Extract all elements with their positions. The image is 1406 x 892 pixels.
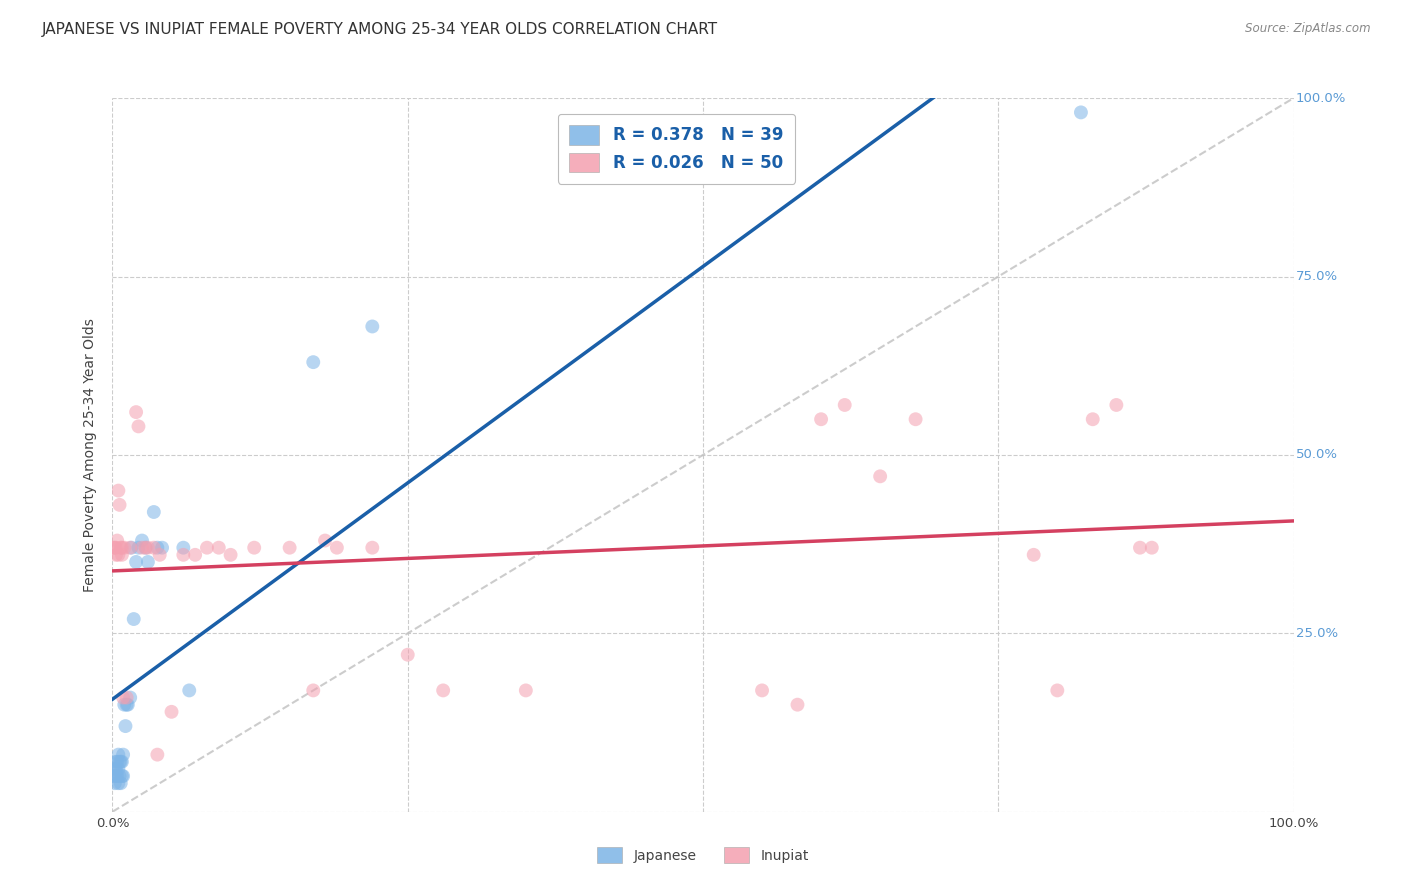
Point (361, 319, 384, 334)
Point (127, 541, 149, 555)
Point (112, 541, 135, 555)
Point (131, 533, 153, 548)
Point (786, 698, 808, 712)
Point (142, 505, 165, 519)
Point (112, 698, 135, 712)
Point (208, 541, 231, 555)
Point (105, 548, 128, 562)
Point (108, 755, 131, 769)
Point (104, 541, 127, 555)
Point (105, 769, 128, 783)
Point (111, 541, 134, 555)
Point (107, 483, 129, 498)
Point (751, 683, 773, 698)
Point (122, 612, 145, 626)
Point (396, 648, 419, 662)
Point (810, 412, 832, 426)
Point (160, 705, 183, 719)
Point (146, 541, 169, 555)
Point (120, 541, 142, 555)
Point (111, 548, 134, 562)
Text: 100.0%: 100.0% (1296, 92, 1347, 104)
Point (1070, 105, 1092, 120)
Point (105, 533, 128, 548)
Text: 50.0%: 50.0% (1296, 449, 1339, 461)
Point (1140, 541, 1163, 555)
Point (107, 548, 129, 562)
Point (115, 698, 138, 712)
Point (314, 533, 336, 548)
Point (115, 690, 138, 705)
Point (135, 541, 157, 555)
Point (361, 541, 384, 555)
Point (869, 469, 891, 483)
Point (127, 419, 149, 434)
Point (135, 541, 157, 555)
Text: JAPANESE VS INUPIAT FEMALE POVERTY AMONG 25-34 YEAR OLDS CORRELATION CHART: JAPANESE VS INUPIAT FEMALE POVERTY AMONG… (42, 22, 718, 37)
Point (105, 541, 128, 555)
Point (904, 412, 927, 426)
Point (1022, 548, 1045, 562)
Point (110, 755, 132, 769)
Point (136, 541, 159, 555)
Point (172, 541, 194, 555)
Point (184, 548, 207, 562)
Point (1081, 412, 1104, 426)
Point (103, 769, 125, 783)
Point (105, 769, 128, 783)
Point (120, 690, 142, 705)
Point (179, 683, 201, 698)
Point (103, 541, 125, 555)
Point (111, 755, 134, 769)
Point (104, 776, 127, 790)
Point (515, 683, 537, 698)
Point (117, 698, 139, 712)
Point (125, 405, 148, 419)
Point (107, 747, 129, 762)
Point (278, 541, 301, 555)
Point (1129, 541, 1152, 555)
Point (110, 541, 132, 555)
Point (114, 719, 136, 733)
Point (105, 755, 128, 769)
Point (302, 683, 325, 698)
Point (108, 498, 131, 512)
Point (195, 541, 218, 555)
Point (110, 776, 132, 790)
Point (104, 762, 127, 776)
Point (112, 690, 135, 705)
Point (136, 555, 159, 569)
Point (112, 769, 135, 783)
Point (131, 541, 153, 555)
Text: 75.0%: 75.0% (1296, 270, 1339, 283)
Point (107, 762, 129, 776)
Point (219, 548, 242, 562)
Legend: Japanese, Inupiat: Japanese, Inupiat (592, 842, 814, 869)
Point (243, 541, 266, 555)
Point (111, 769, 134, 783)
Text: Source: ZipAtlas.com: Source: ZipAtlas.com (1246, 22, 1371, 36)
Point (172, 548, 194, 562)
Point (150, 541, 173, 555)
Point (105, 762, 128, 776)
Point (834, 398, 856, 412)
Point (108, 769, 131, 783)
Y-axis label: Female Poverty Among 25-34 Year Olds: Female Poverty Among 25-34 Year Olds (83, 318, 97, 592)
Point (302, 355, 325, 369)
Point (125, 555, 148, 569)
Point (326, 541, 349, 555)
Point (142, 541, 165, 555)
Point (1105, 398, 1128, 412)
Text: 25.0%: 25.0% (1296, 627, 1339, 640)
Point (432, 683, 454, 698)
Point (120, 541, 142, 555)
Point (149, 548, 172, 562)
Point (107, 776, 129, 790)
Point (105, 755, 128, 769)
Point (112, 747, 135, 762)
Point (146, 747, 169, 762)
Point (1046, 683, 1069, 698)
